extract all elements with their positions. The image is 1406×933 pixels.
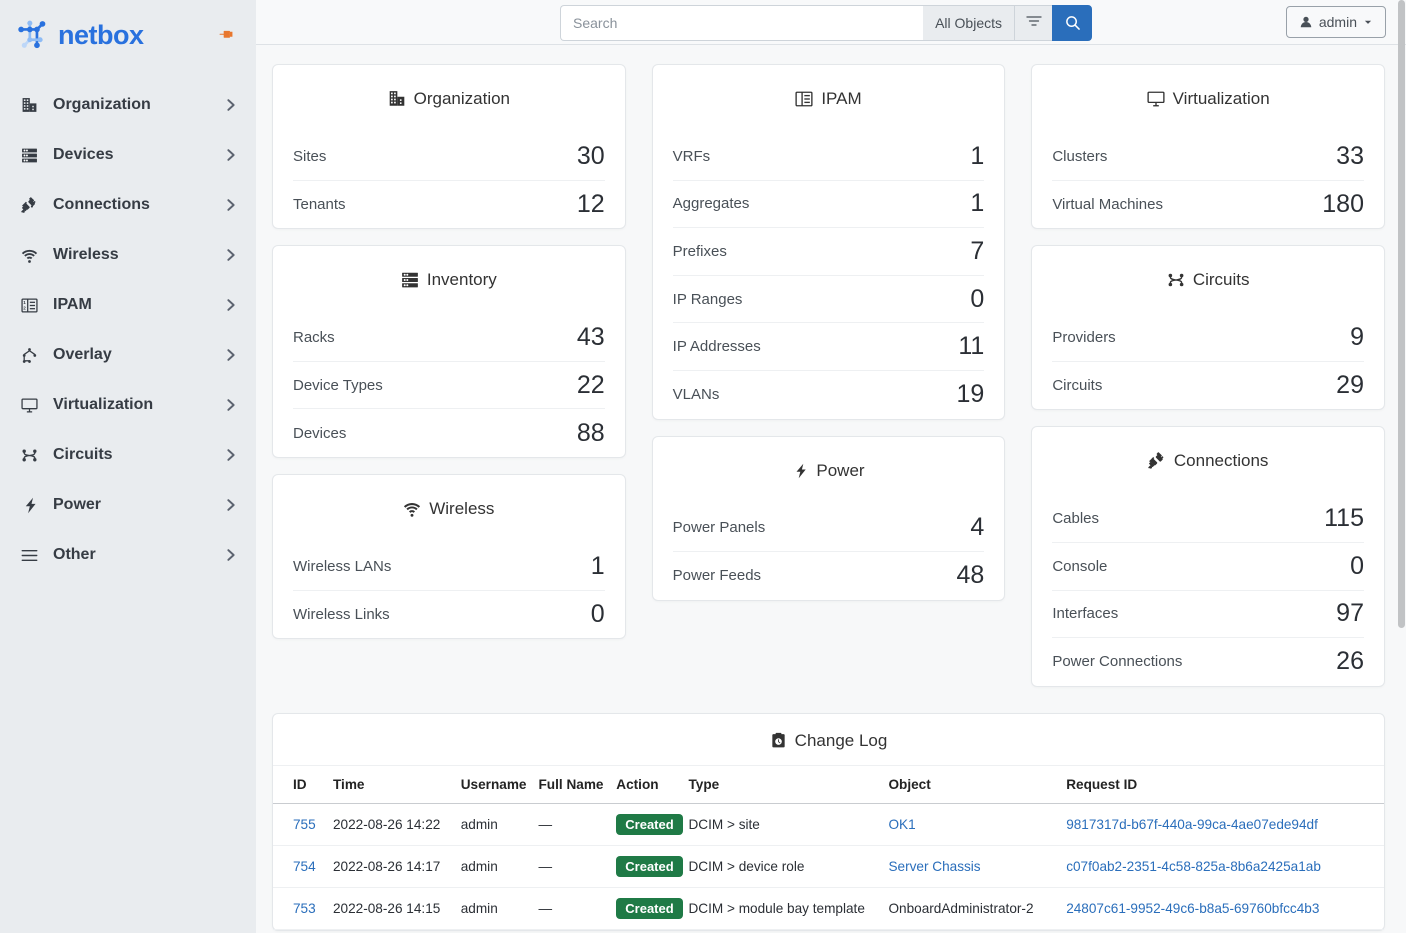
svg-text:1: 1 (23, 300, 26, 305)
svg-text:2: 2 (23, 305, 26, 310)
